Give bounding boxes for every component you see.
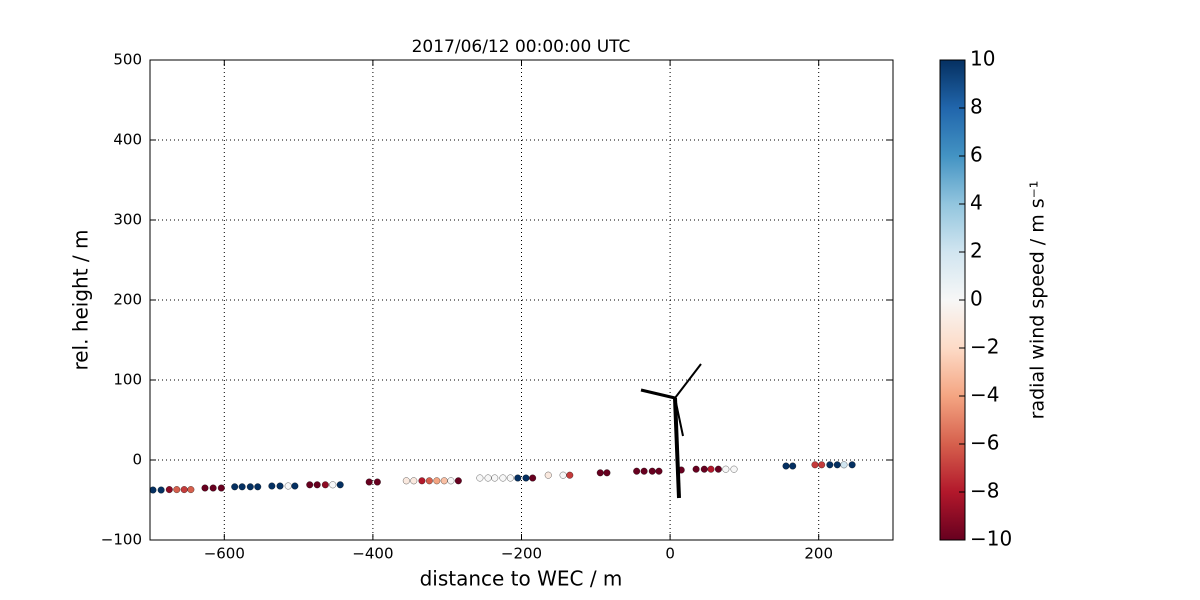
point [217, 484, 225, 492]
point [818, 461, 826, 469]
point [425, 477, 433, 485]
point [157, 486, 165, 494]
point [365, 478, 373, 486]
point [655, 467, 663, 475]
point [329, 481, 337, 489]
point [840, 461, 848, 469]
colorbar-label: radial wind speed / m s⁻¹ [1027, 181, 1049, 420]
point [321, 481, 329, 489]
y-tick-label: 200 [113, 291, 142, 309]
point [284, 482, 292, 490]
point [640, 467, 648, 475]
point [707, 465, 715, 473]
point [506, 474, 514, 482]
colorbar-tick-label: −8 [970, 479, 999, 503]
colorbar-tick-label: −2 [970, 335, 999, 359]
point [149, 486, 157, 494]
point [782, 462, 790, 470]
point [789, 462, 797, 470]
colorbar-tick-label: −6 [970, 431, 999, 455]
point [714, 465, 722, 473]
turbine [640, 363, 702, 499]
colorbar-tick-label: 6 [970, 143, 983, 167]
point [491, 474, 499, 482]
chart-title: 2017/06/12 00:00:00 UTC [412, 37, 631, 57]
x-tick-label: −200 [501, 545, 542, 563]
point [566, 471, 574, 479]
point [313, 481, 321, 489]
point [826, 461, 834, 469]
point [484, 474, 492, 482]
y-tick-label: 0 [132, 451, 142, 469]
point [187, 486, 195, 494]
point [231, 483, 239, 491]
point [165, 486, 173, 494]
x-axis-label: distance to WEC / m [420, 567, 623, 591]
point [180, 486, 188, 494]
point [522, 474, 530, 482]
point [418, 477, 426, 485]
point [559, 471, 567, 479]
point [209, 484, 217, 492]
point [238, 483, 246, 491]
point [544, 471, 552, 479]
y-axis-label: rel. height / m [69, 229, 93, 370]
point [700, 465, 708, 473]
point [447, 477, 455, 485]
point [246, 483, 254, 491]
point [433, 477, 441, 485]
x-tick-label: −600 [204, 545, 245, 563]
point [499, 474, 507, 482]
point [291, 482, 299, 490]
colorbar-tick-label: 2 [970, 239, 983, 263]
point [373, 478, 381, 486]
point [633, 467, 641, 475]
point [596, 469, 604, 477]
x-tick-label: 200 [804, 545, 833, 563]
colorbar-tick-label: 0 [970, 287, 983, 311]
point [848, 461, 856, 469]
point [201, 484, 209, 492]
colorbar-tick-label: 8 [970, 95, 983, 119]
point [410, 477, 418, 485]
y-tick-label: 300 [113, 211, 142, 229]
point [454, 477, 462, 485]
colorbar-tick-label: 10 [970, 47, 995, 71]
x-tick-label: −400 [352, 545, 393, 563]
point [811, 461, 819, 469]
point [173, 486, 181, 494]
point [402, 477, 410, 485]
point [529, 474, 537, 482]
colorbar-tick-label: −4 [970, 383, 999, 407]
point [722, 465, 730, 473]
point [692, 465, 700, 473]
colorbar-tick-label: −10 [970, 527, 1012, 551]
point [730, 465, 738, 473]
colorbar-tick-label: 4 [970, 191, 983, 215]
point [254, 483, 262, 491]
y-tick-label: −100 [101, 531, 142, 549]
point [648, 467, 656, 475]
point [833, 461, 841, 469]
point [440, 477, 448, 485]
point [336, 481, 344, 489]
y-tick-label: 500 [113, 51, 142, 69]
point [514, 474, 522, 482]
y-tick-label: 100 [113, 371, 142, 389]
x-tick-label: 0 [665, 545, 675, 563]
y-tick-label: 400 [113, 131, 142, 149]
point [276, 482, 284, 490]
point [603, 469, 611, 477]
point [476, 474, 484, 482]
point [306, 481, 314, 489]
point [268, 482, 276, 490]
